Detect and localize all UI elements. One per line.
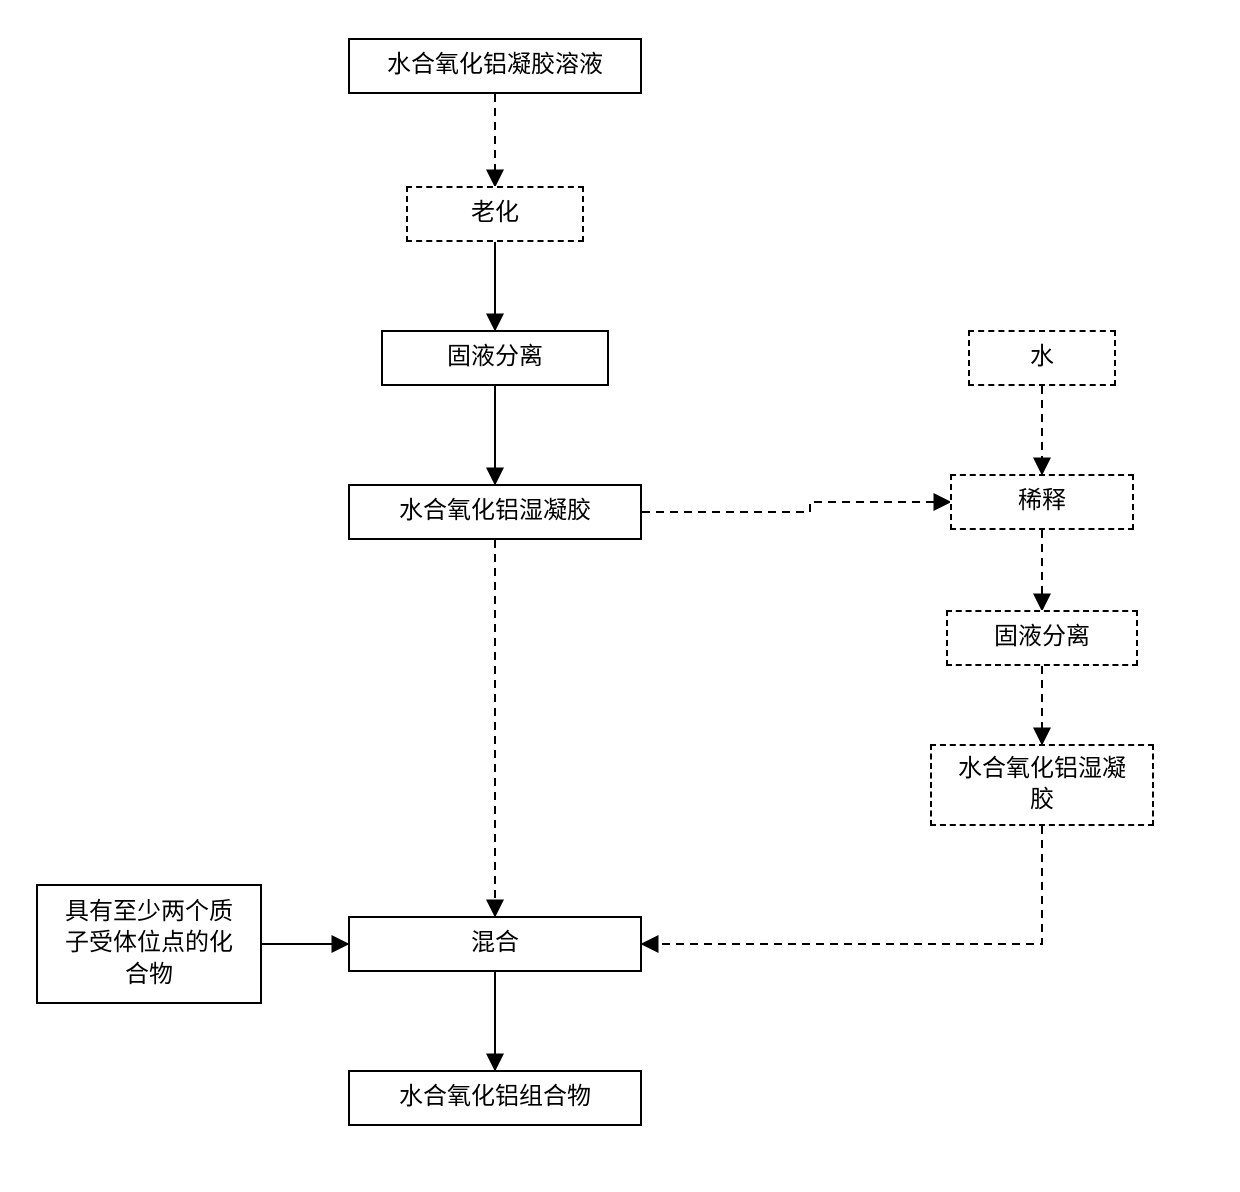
edge-n4-n6 xyxy=(642,502,950,512)
flow-node-n1: 水合氧化铝凝胶溶液 xyxy=(348,38,642,94)
flow-node-n5: 水 xyxy=(968,330,1116,386)
flow-node-n6: 稀释 xyxy=(950,474,1134,530)
flowchart-canvas: 水合氧化铝凝胶溶液老化固液分离水合氧化铝湿凝胶水稀释固液分离水合氧化铝湿凝胶具有… xyxy=(0,0,1240,1192)
flow-node-n3: 固液分离 xyxy=(381,330,609,386)
flow-node-n9: 具有至少两个质子受体位点的化合物 xyxy=(36,884,262,1004)
flow-node-n7: 固液分离 xyxy=(946,610,1138,666)
flow-node-n4: 水合氧化铝湿凝胶 xyxy=(348,484,642,540)
flow-node-n10: 混合 xyxy=(348,916,642,972)
flow-node-n11: 水合氧化铝组合物 xyxy=(348,1070,642,1126)
edge-n8-n10 xyxy=(642,826,1042,944)
edges-layer xyxy=(0,0,1240,1192)
flow-node-n2: 老化 xyxy=(406,186,584,242)
flow-node-n8: 水合氧化铝湿凝胶 xyxy=(930,744,1154,826)
